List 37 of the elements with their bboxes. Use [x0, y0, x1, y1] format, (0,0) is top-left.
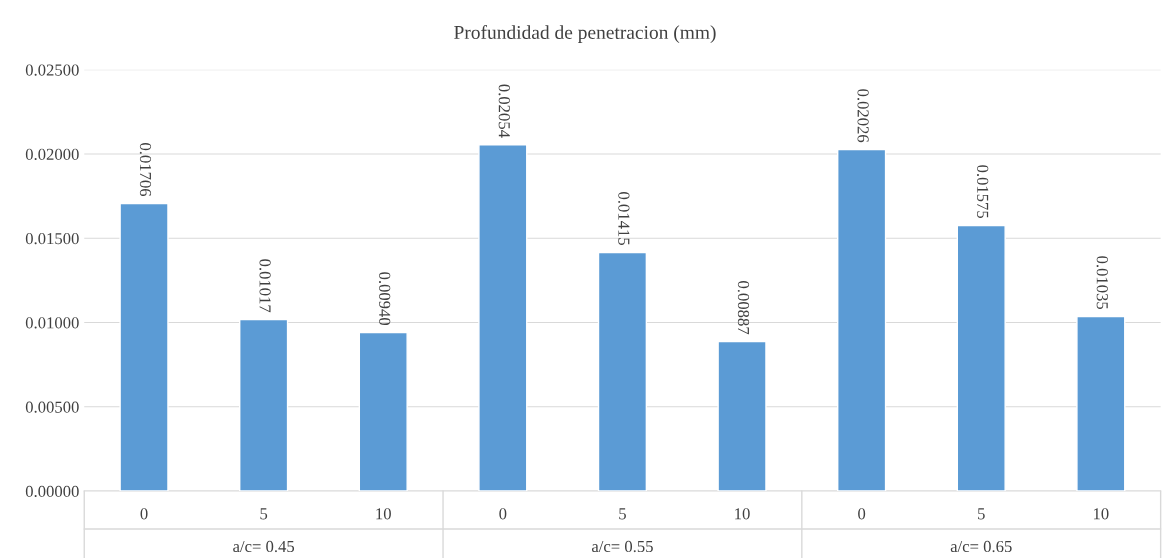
data-label: 0.01706 [139, 143, 152, 197]
data-label: 0.02054 [498, 84, 510, 138]
y-tick-label: 0.01500 [25, 232, 79, 245]
bar [478, 144, 528, 492]
bar [119, 202, 169, 492]
x-tick-label: 10 [735, 508, 750, 520]
x-tick-label: 0 [499, 508, 507, 520]
data-label: 0.01017 [259, 259, 271, 313]
bar [956, 224, 1006, 492]
y-tick-label: 0.00000 [25, 485, 79, 498]
data-label: 0.00940 [379, 272, 391, 326]
text: a/c= 0.45 [233, 540, 295, 553]
bar [1076, 315, 1126, 492]
x-tick-label: 10 [376, 508, 391, 520]
x-tick-label: 5 [978, 508, 985, 520]
bar [239, 318, 289, 492]
text: a/c= 0.65 [950, 540, 1012, 553]
y-tick-label: 0.00500 [25, 401, 79, 413]
bar [837, 148, 887, 492]
data-label: 0.02026 [857, 89, 869, 143]
y-tick-label: 0.02500 [25, 64, 79, 76]
x-tick-label: 0 [140, 508, 148, 520]
bar [717, 340, 767, 492]
y-tick-label: 0.02000 [25, 148, 79, 161]
x-tick-label: 5 [260, 508, 268, 520]
x-tick-label: 5 [619, 508, 626, 520]
text: a/c= 0.55 [591, 540, 653, 553]
chart-title: Profundidad de penetracion (mm) [454, 25, 716, 43]
bar [597, 251, 648, 492]
x-tick-label: 10 [1093, 508, 1109, 520]
bar [358, 331, 408, 492]
data-label: 0.01035 [1096, 256, 1108, 310]
x-tick-label: 0 [858, 508, 866, 520]
data-label: 0.00887 [737, 281, 750, 335]
data-label: 0.01415 [618, 192, 630, 245]
data-label: 0.01575 [977, 165, 989, 219]
y-tick-label: 0.01000 [25, 317, 79, 329]
